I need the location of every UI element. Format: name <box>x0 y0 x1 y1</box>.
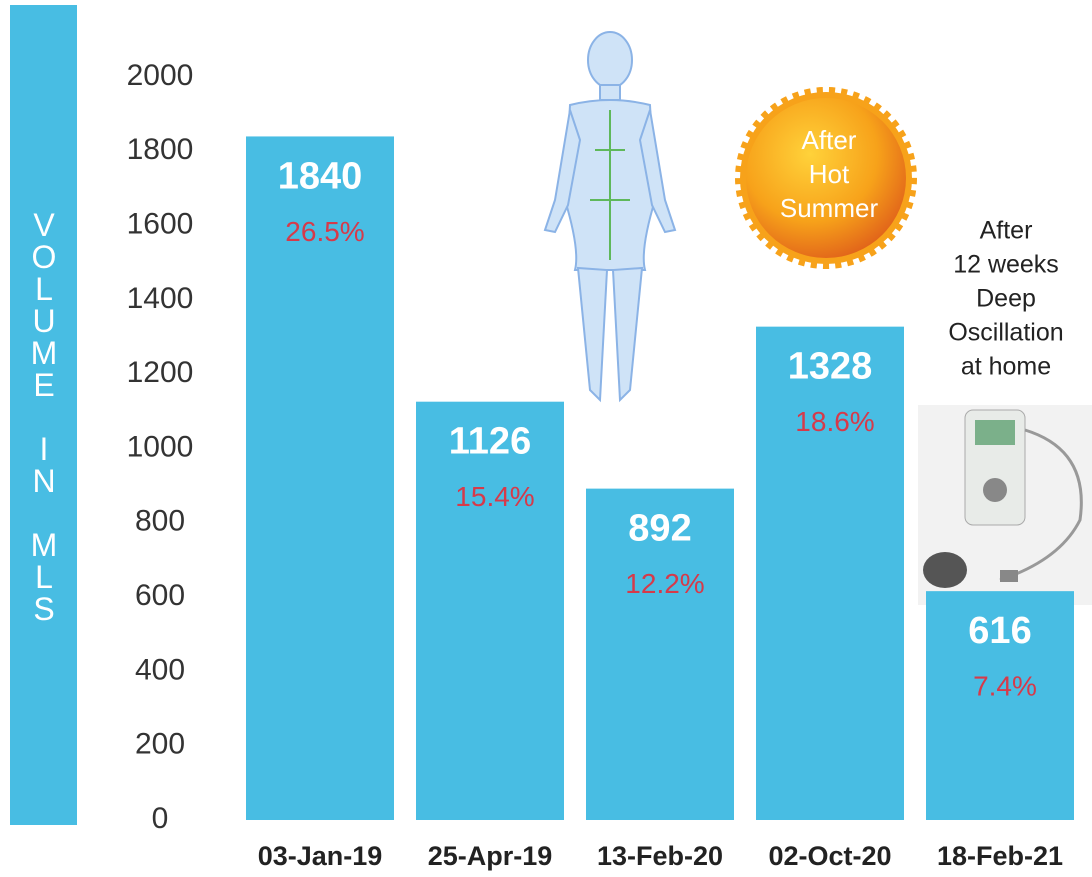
sun-annotation: After <box>802 125 857 155</box>
percent-label: 26.5% <box>285 216 364 247</box>
x-tick-label: 03-Jan-19 <box>258 841 383 871</box>
percent-label: 7.4% <box>973 671 1037 702</box>
device-annotation: at home <box>961 353 1051 381</box>
value-label: 1328 <box>788 346 873 388</box>
bar <box>756 327 904 820</box>
y-tick-label: 0 <box>152 802 169 835</box>
y-tick-label: 600 <box>135 579 185 612</box>
device-annotation: 12 weeks <box>953 251 1059 279</box>
x-tick-label: 13-Feb-20 <box>597 841 723 871</box>
page: VOLUME IN MLS 02004006008001000120014001… <box>0 0 1092 877</box>
sun-annotation: Hot <box>809 159 850 189</box>
value-label: 1126 <box>449 421 531 463</box>
chart: 0 200 400 600 800 1000 1200 1400 1600 1800 2000 03-… <box>0 0 1092 877</box>
percent-label: 12.2% <box>625 568 704 599</box>
value-label: 1840 <box>278 155 363 197</box>
y-tick-label: 1000 <box>127 430 194 463</box>
y-tick-label: 200 <box>135 728 185 761</box>
device-annotation: After <box>980 217 1033 245</box>
device-illustration <box>918 405 1092 605</box>
body-illustration <box>545 32 675 400</box>
percent-label: 15.4% <box>455 481 534 512</box>
device-annotation: Oscillation <box>948 319 1063 347</box>
value-label: 892 <box>628 508 691 550</box>
sun-annotation: Summer <box>780 193 879 223</box>
x-tick-label: 25-Apr-19 <box>428 841 553 871</box>
y-tick-label: 400 <box>135 653 185 686</box>
bar <box>416 402 564 820</box>
x-tick-label: 18-Feb-21 <box>937 841 1063 871</box>
y-tick-label: 1800 <box>127 133 194 166</box>
percent-label: 18.6% <box>795 406 874 437</box>
y-tick-label: 800 <box>135 505 185 538</box>
y-tick-label: 1400 <box>127 282 194 315</box>
y-tick-label: 1200 <box>127 356 194 389</box>
y-tick-label: 1600 <box>127 208 194 241</box>
y-tick-label: 2000 <box>127 59 194 92</box>
device-annotation: Deep <box>976 285 1036 313</box>
x-tick-label: 02-Oct-20 <box>768 841 891 871</box>
value-label: 616 <box>968 610 1031 652</box>
